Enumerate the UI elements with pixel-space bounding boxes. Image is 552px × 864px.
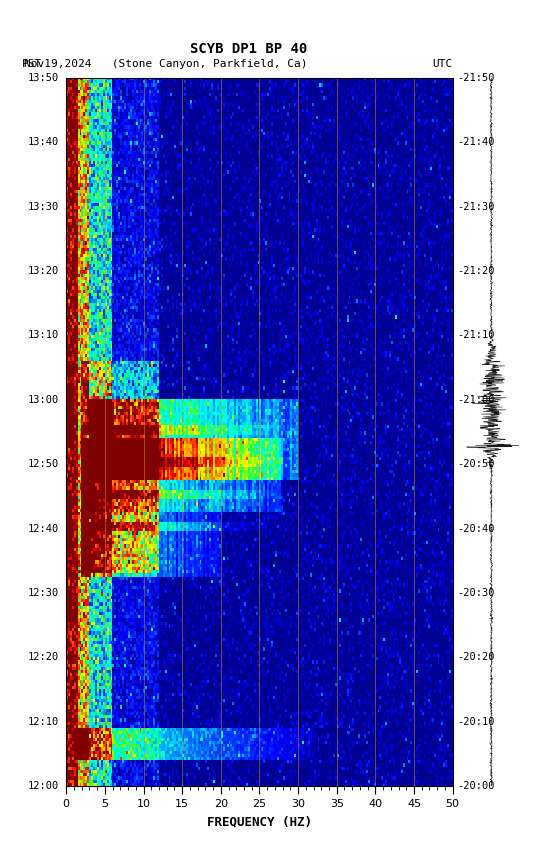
Text: -20:20: -20:20 (457, 652, 494, 663)
Text: -21:00: -21:00 (457, 395, 494, 405)
Text: 12:10: 12:10 (28, 717, 59, 727)
Text: -21:30: -21:30 (457, 201, 494, 212)
Text: 13:30: 13:30 (28, 201, 59, 212)
Text: PST: PST (22, 59, 43, 69)
Text: 13:50: 13:50 (28, 73, 59, 83)
Text: -21:10: -21:10 (457, 330, 494, 340)
Text: 13:40: 13:40 (28, 137, 59, 147)
Text: 12:20: 12:20 (28, 652, 59, 663)
Text: -20:50: -20:50 (457, 459, 494, 469)
Text: 13:10: 13:10 (28, 330, 59, 340)
Text: 12:30: 12:30 (28, 588, 59, 598)
Text: -21:50: -21:50 (457, 73, 494, 83)
Text: 12:40: 12:40 (28, 524, 59, 534)
X-axis label: FREQUENCY (HZ): FREQUENCY (HZ) (207, 815, 312, 828)
Text: -20:40: -20:40 (457, 524, 494, 534)
Text: -21:40: -21:40 (457, 137, 494, 147)
Text: -20:30: -20:30 (457, 588, 494, 598)
Text: 12:50: 12:50 (28, 459, 59, 469)
Text: -20:00: -20:00 (457, 781, 494, 791)
Text: SCYB DP1 BP 40: SCYB DP1 BP 40 (190, 42, 307, 56)
Text: Nov19,2024   (Stone Canyon, Parkfield, Ca): Nov19,2024 (Stone Canyon, Parkfield, Ca) (24, 59, 307, 69)
Text: 12:00: 12:00 (28, 781, 59, 791)
Text: 13:20: 13:20 (28, 266, 59, 276)
Text: -21:20: -21:20 (457, 266, 494, 276)
Text: 13:00: 13:00 (28, 395, 59, 405)
Text: UTC: UTC (432, 59, 453, 69)
Text: -20:10: -20:10 (457, 717, 494, 727)
